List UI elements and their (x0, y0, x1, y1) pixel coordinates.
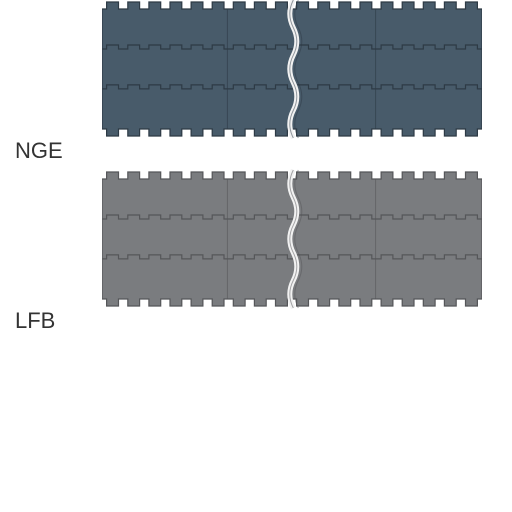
belt-label: NGE (15, 138, 63, 164)
belt-label: LFB (15, 308, 55, 334)
belt-graphic (102, 0, 482, 139)
belt-graphic (102, 169, 482, 309)
